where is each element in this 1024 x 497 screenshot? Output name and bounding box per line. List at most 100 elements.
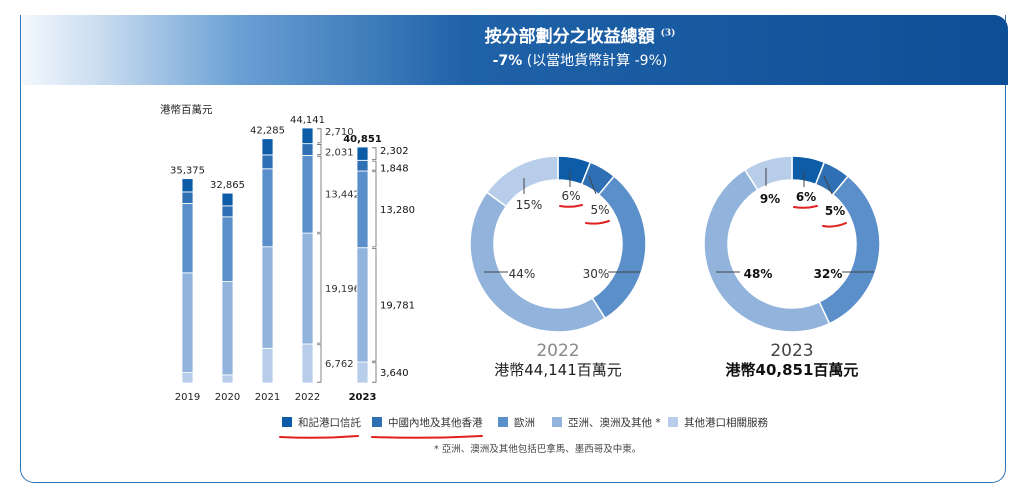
chart-title-text: 按分部劃分之收益總額	[484, 27, 655, 47]
segment-value-label: 2,302	[380, 146, 409, 157]
slice-label: 15%	[516, 198, 543, 212]
bar-total-label: 44,141	[290, 115, 325, 126]
slice-label: 5%	[825, 204, 845, 218]
segment-value-label: 19,781	[380, 300, 415, 311]
segment-value-label: 13,442	[325, 190, 360, 201]
slice-label: 6%	[561, 189, 580, 203]
segment-bracket	[317, 155, 322, 233]
bar-segment	[221, 374, 234, 384]
red-annotation-underline	[585, 220, 610, 225]
bar-total-label: 35,375	[170, 166, 205, 177]
donut-total-label: 港幣40,851百萬元	[726, 361, 859, 379]
red-annotation-underline	[822, 222, 847, 228]
segment-bracket	[317, 128, 322, 144]
bar-total-label: 32,865	[210, 180, 245, 191]
segment-bracket	[372, 171, 377, 248]
chart-title-note: (3)	[660, 28, 676, 39]
bar-segment	[301, 154, 314, 234]
bar-segment	[221, 205, 234, 218]
segment-bracket	[372, 147, 377, 160]
red-annotation-underline	[559, 204, 583, 208]
bar-segment	[181, 178, 194, 193]
segment-value-label: 2,031	[325, 148, 354, 159]
segment-value-label: 1,848	[380, 164, 409, 175]
red-annotation-underline	[793, 205, 818, 209]
segment-bracket	[372, 362, 377, 383]
bar-chart: 35,375 2019 32,865 2020 42,285 2021 44,141 2022…	[170, 115, 415, 403]
slice-leader-line	[823, 175, 833, 195]
legend-label: 亞洲、澳洲及其他 *	[568, 416, 661, 429]
chart-title: 按分部劃分之收益總額 (3)	[300, 22, 860, 47]
bar-segment	[356, 159, 369, 172]
bar-segment	[221, 216, 234, 282]
legend-label: 和記港口信託	[298, 416, 361, 429]
bar-segment	[221, 192, 234, 207]
segment-value-label: 19,196	[325, 284, 360, 295]
donut-slice	[469, 191, 607, 333]
red-annotation-underline	[371, 435, 483, 439]
slice-label: 48%	[744, 267, 773, 281]
legend-label: 歐洲	[514, 416, 535, 429]
segment-bracket	[317, 233, 322, 344]
bar-total-label: 40,851	[343, 134, 382, 145]
legend-swatch	[668, 417, 678, 427]
segment-value-label: 13,280	[380, 205, 415, 216]
bar-segment	[261, 347, 274, 384]
subtitle-rest: (以當地貨幣計算 -9%)	[522, 53, 668, 69]
bar-segment	[181, 372, 194, 384]
unit-label: 港幣百萬元	[160, 103, 213, 116]
legend-label: 中國內地及其他香港	[388, 416, 483, 429]
x-tick-label: 2021	[255, 392, 280, 403]
red-annotation-underline	[279, 435, 359, 439]
x-tick-label: 2020	[215, 392, 240, 403]
bar-segment	[301, 143, 314, 156]
bar-segment	[356, 361, 369, 384]
slice-label: 5%	[590, 203, 609, 217]
donut-slice	[485, 155, 559, 208]
legend-swatch	[552, 417, 562, 427]
subtitle-change: -7%	[492, 53, 523, 69]
footnote: * 亞洲、澳洲及其他包括巴拿馬、墨西哥及中東。	[434, 443, 641, 455]
segment-value-label: 6,762	[325, 359, 354, 370]
x-tick-label: 2019	[175, 392, 200, 403]
slice-label: 6%	[796, 190, 816, 204]
bar-segment	[181, 203, 194, 274]
bar-segment	[356, 247, 369, 363]
donut-year-label: 2022	[536, 341, 579, 361]
segment-bracket	[317, 344, 322, 383]
slice-label: 30%	[583, 267, 610, 281]
segment-bracket	[317, 144, 322, 155]
legend-swatch	[372, 417, 382, 427]
bar-segment	[301, 127, 314, 145]
x-tick-label: 2023	[349, 392, 377, 403]
x-tick-label: 2022	[295, 392, 320, 403]
chart-frame	[20, 15, 1006, 483]
bar-total-label: 42,285	[250, 126, 285, 137]
bar-segment	[181, 272, 194, 374]
bar-segment	[356, 170, 369, 249]
donut-slice	[818, 175, 881, 325]
donut-year-label: 2023	[770, 341, 813, 361]
bar-segment	[261, 246, 274, 349]
bar-segment	[261, 168, 274, 248]
slice-label: 44%	[509, 267, 536, 281]
bar-segment	[261, 138, 274, 156]
chart-subtitle: -7% (以當地貨幣計算 -9%)	[300, 50, 860, 70]
segment-value-label: 2,710	[325, 127, 354, 138]
bar-segment	[301, 343, 314, 384]
slice-label: 32%	[814, 267, 843, 281]
bar-segment	[301, 232, 314, 345]
segment-bracket	[372, 160, 377, 171]
slice-leader-line	[588, 175, 597, 195]
bar-segment	[181, 191, 194, 204]
segment-bracket	[372, 248, 377, 362]
bar-segment	[261, 154, 274, 170]
bar-segment	[221, 281, 234, 376]
donut-slice	[703, 168, 831, 333]
legend: 和記港口信託 中國內地及其他香港 歐洲 亞洲、澳洲及其他 * 其他港口相關服務	[279, 416, 768, 439]
title-banner	[22, 15, 1008, 85]
segment-value-label: 3,640	[380, 368, 409, 379]
